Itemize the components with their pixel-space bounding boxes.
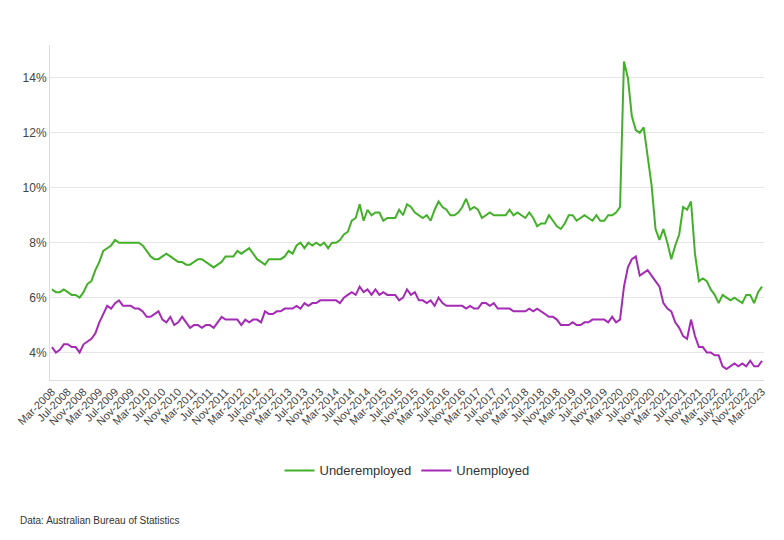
svg-text:Nov-2018: Nov-2018 xyxy=(520,386,562,428)
svg-text:6%: 6% xyxy=(29,291,47,305)
svg-text:Jul-2009: Jul-2009 xyxy=(82,386,120,424)
svg-text:Nov-2013: Nov-2013 xyxy=(283,386,325,428)
svg-text:Nov-2009: Nov-2009 xyxy=(94,386,136,428)
svg-text:Nov-2020: Nov-2020 xyxy=(615,386,657,428)
svg-text:Jul-2012: Jul-2012 xyxy=(224,386,262,424)
svg-text:Nov-2016: Nov-2016 xyxy=(425,386,467,428)
svg-text:Unemployed: Unemployed xyxy=(456,463,529,478)
svg-text:Mar-2017: Mar-2017 xyxy=(442,386,484,428)
svg-text:Jul-2015: Jul-2015 xyxy=(366,386,404,424)
svg-text:Jul-2011: Jul-2011 xyxy=(177,386,215,424)
svg-text:Jul-2014: Jul-2014 xyxy=(319,386,357,424)
svg-text:Jul-2019: Jul-2019 xyxy=(555,386,593,424)
svg-text:Mar-2023: Mar-2023 xyxy=(726,386,768,428)
svg-text:Mar-2013: Mar-2013 xyxy=(252,386,294,428)
svg-text:Nov-2011: Nov-2011 xyxy=(189,386,231,428)
svg-text:8%: 8% xyxy=(29,236,47,250)
svg-text:Nov-2019: Nov-2019 xyxy=(567,386,609,428)
svg-text:Nov-2012: Nov-2012 xyxy=(236,386,278,428)
svg-text:Mar-2021: Mar-2021 xyxy=(631,386,673,428)
svg-text:July-2022: July-2022 xyxy=(694,386,736,428)
svg-text:Mar-2008: Mar-2008 xyxy=(15,386,57,428)
svg-text:4%: 4% xyxy=(29,346,47,360)
svg-text:Mar-2022: Mar-2022 xyxy=(678,386,720,428)
svg-text:Jul-2018: Jul-2018 xyxy=(508,386,546,424)
svg-text:Mar-2014: Mar-2014 xyxy=(300,386,342,428)
svg-text:Mar-2018: Mar-2018 xyxy=(489,386,531,428)
svg-text:Jul-2020: Jul-2020 xyxy=(603,386,641,424)
svg-text:Mar-2016: Mar-2016 xyxy=(394,386,436,428)
svg-text:Jul-2008: Jul-2008 xyxy=(35,386,73,424)
svg-text:Jul-2013: Jul-2013 xyxy=(271,386,309,424)
svg-text:Mar-2015: Mar-2015 xyxy=(347,386,389,428)
svg-text:Nov-2014: Nov-2014 xyxy=(331,386,373,428)
svg-text:12%: 12% xyxy=(23,126,47,140)
svg-text:Jul-2016: Jul-2016 xyxy=(413,386,451,424)
svg-text:Jul-2010: Jul-2010 xyxy=(129,386,167,424)
svg-text:Mar-2012: Mar-2012 xyxy=(205,386,247,428)
svg-text:Jul-2017: Jul-2017 xyxy=(461,386,499,424)
svg-text:Mar-2019: Mar-2019 xyxy=(536,386,578,428)
svg-text:10%: 10% xyxy=(23,181,47,195)
svg-text:Mar-2020: Mar-2020 xyxy=(584,386,626,428)
svg-text:Nov-2008: Nov-2008 xyxy=(47,386,89,428)
svg-text:Mar-2009: Mar-2009 xyxy=(63,386,105,428)
svg-text:Nov-2017: Nov-2017 xyxy=(473,386,515,428)
svg-text:Underemployed: Underemployed xyxy=(320,463,412,478)
svg-text:Nov-2021: Nov-2021 xyxy=(662,386,704,428)
svg-text:Jul-2021: Jul-2021 xyxy=(650,386,688,424)
svg-text:Nov-2022: Nov-2022 xyxy=(709,386,751,428)
svg-text:14%: 14% xyxy=(23,71,47,85)
svg-text:Mar-2010: Mar-2010 xyxy=(110,386,152,428)
svg-text:Data: Australian Bureau of Sta: Data: Australian Bureau of Statistics xyxy=(20,515,180,526)
svg-text:Nov-2015: Nov-2015 xyxy=(378,386,420,428)
svg-text:Mar-2011: Mar-2011 xyxy=(158,386,199,427)
svg-text:Nov-2010: Nov-2010 xyxy=(141,386,183,428)
